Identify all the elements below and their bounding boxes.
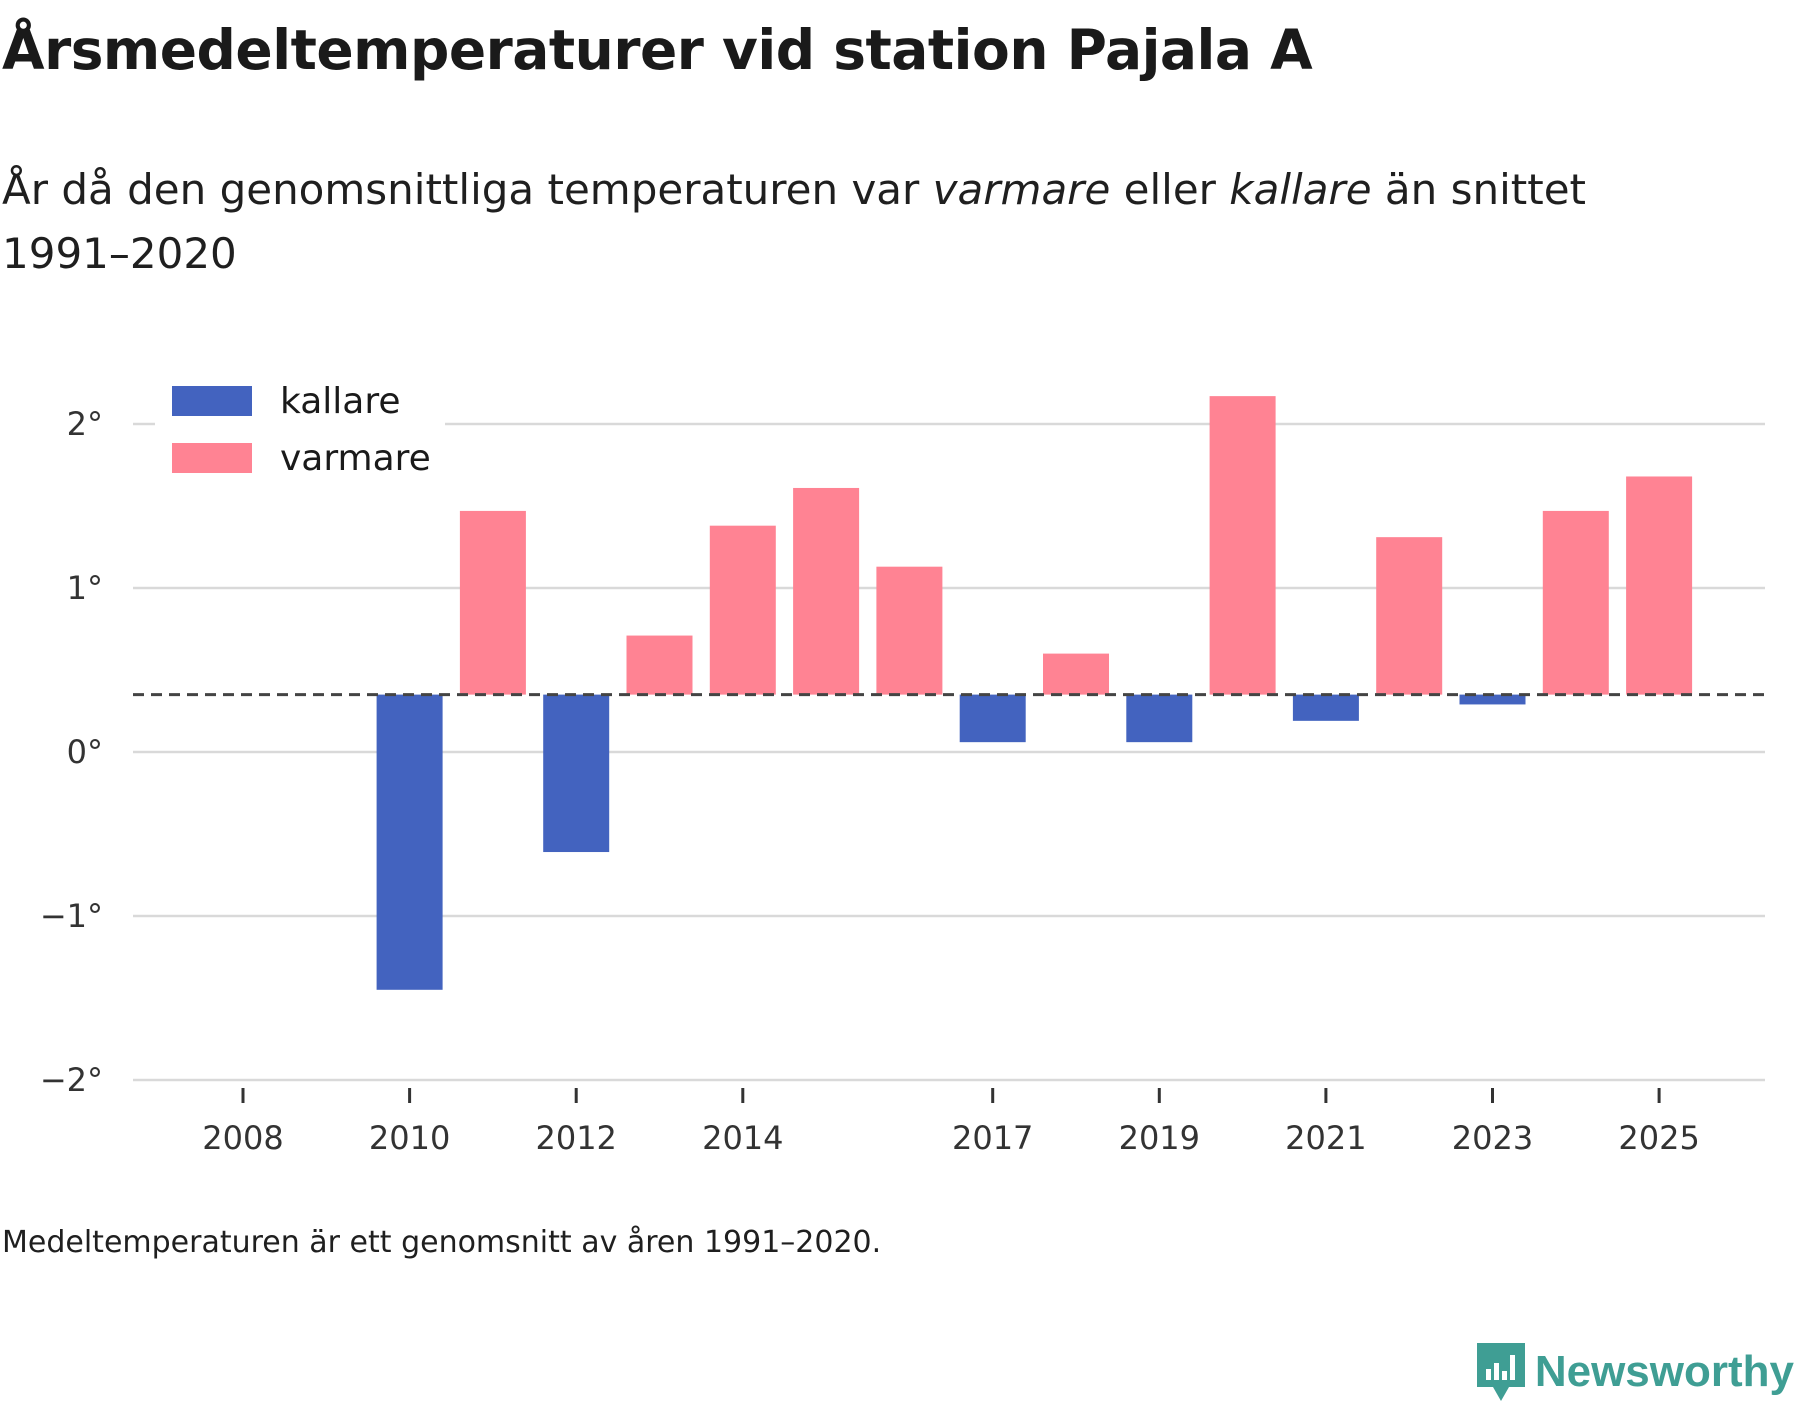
bar-2015 <box>793 487 860 695</box>
y-tick-label: −2° <box>40 1061 103 1099</box>
x-tick-label: 2017 <box>952 1119 1033 1157</box>
bar-2024 <box>1542 510 1609 695</box>
bar-2018 <box>1043 653 1109 695</box>
x-tick-label: 2014 <box>702 1119 783 1157</box>
bar-2017 <box>959 694 1026 743</box>
x-tick-label: 2021 <box>1285 1119 1366 1157</box>
legend-label-cold: kallare <box>280 381 401 422</box>
bar-2012 <box>543 694 610 853</box>
x-tick-label: 2008 <box>202 1119 283 1157</box>
legend-swatch-cold <box>172 386 252 416</box>
bar-2022 <box>1376 537 1443 695</box>
chart-subtitle: År då den genomsnittliga temperaturen va… <box>2 158 1702 286</box>
x-tick-label: 2012 <box>535 1119 616 1157</box>
legend-swatch-warm <box>172 443 252 473</box>
bar-2011 <box>459 510 526 695</box>
x-tick-label: 2010 <box>369 1119 450 1157</box>
chart-title: Årsmedeltemperaturer vid station Pajala … <box>2 18 1313 82</box>
bar-2014 <box>709 525 776 695</box>
bar-2021 <box>1292 694 1359 721</box>
legend-label-warm: varmare <box>280 438 431 479</box>
bar-2025 <box>1626 476 1693 695</box>
y-tick-label: 2° <box>67 405 103 443</box>
footnote: Medeltemperaturen är ett genomsnitt av å… <box>2 1225 882 1260</box>
bar-2016 <box>876 566 943 695</box>
x-tick-label: 2019 <box>1119 1119 1200 1157</box>
bar-2019 <box>1126 694 1193 743</box>
x-tick-label: 2023 <box>1452 1119 1533 1157</box>
brand-name: Newsworthy <box>1534 1347 1794 1396</box>
y-tick-label: −1° <box>40 897 103 935</box>
subtitle-text: År då den genomsnittliga temperaturen va… <box>2 165 933 214</box>
y-tick-label: 0° <box>67 733 103 771</box>
bar-2023 <box>1459 694 1526 705</box>
y-tick-label: 1° <box>67 569 103 607</box>
newsworthy-logo-icon <box>1476 1343 1525 1401</box>
subtitle-text: än snittet 1991–2020 <box>2 165 1587 278</box>
subtitle-text: eller <box>1110 165 1230 214</box>
bar-2013 <box>626 635 693 695</box>
bar-2010 <box>376 694 443 990</box>
bar-2020 <box>1209 396 1276 695</box>
bar-chart: 2° 1° 0° −1° −2° 2008 2010 2012 2014 2017 2019 2021… <box>40 372 1765 1157</box>
subtitle-cold-word: kallare <box>1229 165 1372 214</box>
brand-logo: Newsworthy <box>1475 1340 1794 1404</box>
x-tick-label: 2025 <box>1618 1119 1699 1157</box>
subtitle-warm-word: varmare <box>932 165 1111 214</box>
